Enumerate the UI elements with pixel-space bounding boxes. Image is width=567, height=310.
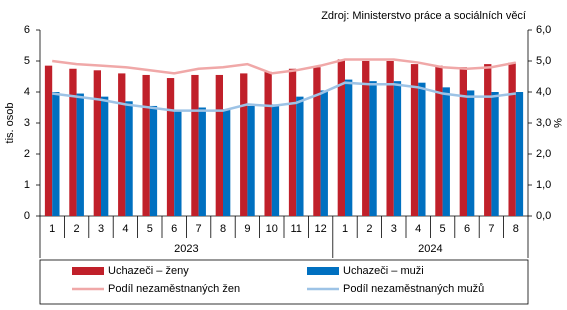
bar: [69, 68, 77, 216]
bar: [442, 87, 450, 216]
x-tick-label: 3: [98, 223, 104, 235]
bar: [337, 59, 345, 217]
bar: [467, 90, 475, 216]
y2-tick-label: 3,0: [536, 117, 551, 129]
y2-tick-label: 5,0: [536, 55, 551, 67]
y-tick-label: 4: [24, 86, 30, 98]
y-tick-label: 3: [24, 117, 30, 129]
bar: [484, 64, 492, 216]
bar: [313, 67, 321, 216]
y-tick-label: 0: [24, 210, 30, 222]
bar: [459, 67, 467, 216]
x-tick-label: 10: [266, 223, 278, 235]
bar: [435, 65, 443, 217]
bar: [410, 64, 419, 216]
source: Zdroj: Ministerstvo práce a sociálních v…: [321, 10, 526, 22]
x-tick-label: 5: [147, 223, 153, 235]
y2-axis-title: %: [551, 118, 563, 128]
bar: [191, 74, 199, 216]
line: [52, 58, 517, 75]
x-tick-label: 3: [391, 223, 397, 235]
legend-swatch: [72, 267, 104, 275]
bar: [247, 105, 255, 216]
y-tick-label: 6: [24, 24, 30, 36]
bar: [418, 82, 426, 216]
bar: [223, 109, 231, 216]
bar: [166, 78, 175, 216]
x-tick-label: 8: [220, 223, 226, 235]
y2-tick-label: 2,0: [536, 148, 551, 160]
bar: [101, 96, 109, 216]
bar: [198, 107, 206, 216]
y2-tick-label: 0,0: [536, 210, 551, 222]
bar: [288, 68, 297, 216]
bar: [296, 96, 304, 216]
bar: [215, 74, 223, 216]
bar: [142, 74, 150, 216]
x-tick-label: 5: [440, 223, 446, 235]
legend-label: Podíl nezaměstnaných mužů: [343, 283, 484, 295]
bar: [264, 71, 272, 216]
bar: [118, 73, 126, 217]
legend-label: Uchazeči – muži: [343, 265, 424, 277]
bar: [362, 61, 370, 216]
bar: [52, 92, 60, 216]
x-tick-label: 11: [290, 223, 301, 235]
legend-box: [39, 259, 529, 305]
bar: [149, 105, 158, 216]
x-group-label: 2024: [418, 243, 442, 255]
y-tick-label: 1: [24, 179, 30, 191]
y2-tick-label: 4,0: [536, 86, 551, 98]
bar: [76, 93, 84, 216]
y-tick-label: 2: [24, 148, 30, 160]
bar: [271, 104, 280, 216]
y2-tick-label: 6,0: [536, 24, 551, 36]
bar: [345, 79, 353, 216]
bar: [320, 90, 328, 216]
x-tick-label: 4: [415, 223, 421, 235]
bar: [240, 73, 248, 217]
legend-label: Podíl nezaměstnaných žen: [108, 283, 240, 295]
x-tick-label: 2: [74, 223, 80, 235]
bar: [393, 81, 402, 217]
x-group-label: 2023: [174, 243, 198, 255]
y2-tick-label: 1,0: [536, 179, 551, 191]
bar: [93, 70, 101, 216]
x-tick-label: 6: [464, 223, 470, 235]
x-tick-label: 7: [488, 223, 494, 235]
bar: [369, 81, 377, 217]
bar: [491, 92, 499, 216]
x-tick-label: 6: [171, 223, 177, 235]
line: [52, 81, 516, 112]
x-tick-label: 7: [196, 223, 202, 235]
y-axis-title: tis. osob: [4, 103, 16, 144]
x-tick-label: 2: [366, 223, 372, 235]
bar: [386, 61, 394, 216]
bar: [174, 110, 182, 216]
y-tick-label: 5: [24, 55, 30, 67]
x-tick-label: 8: [513, 223, 519, 235]
bar: [508, 62, 516, 216]
x-tick-label: 1: [342, 223, 348, 235]
x-tick-label: 12: [314, 223, 326, 235]
bar: [515, 92, 524, 216]
bar: [44, 65, 53, 217]
legend-label: Uchazeči – ženy: [108, 265, 189, 277]
bar: [125, 101, 133, 216]
x-tick-label: 1: [49, 223, 55, 235]
x-tick-label: 4: [122, 223, 128, 235]
x-tick-label: 9: [244, 223, 250, 235]
legend-swatch: [307, 267, 339, 275]
